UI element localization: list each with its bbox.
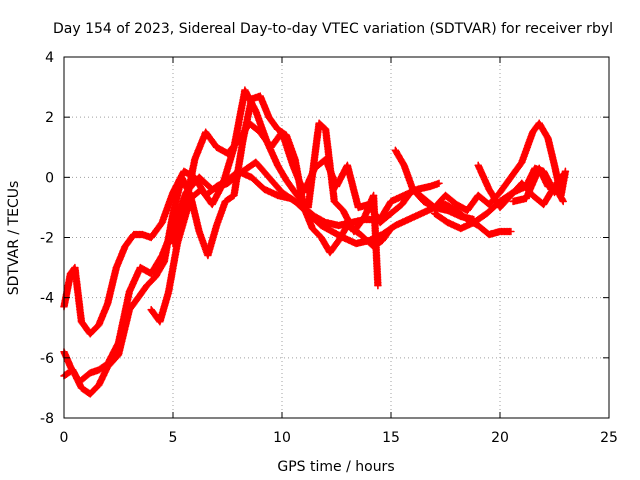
x-tick-label: 0	[60, 430, 69, 446]
series-4	[147, 86, 382, 326]
x-tick-label: 20	[491, 430, 509, 446]
axis-ticks: 0 5 10 15 20 25 -8 -6 -4 -2 0 2 4	[40, 50, 618, 446]
y-tick-label: 2	[45, 110, 54, 126]
x-tick-label: 10	[273, 430, 291, 446]
x-axis-label: GPS time / hours	[277, 459, 394, 475]
series-9	[509, 164, 567, 206]
series-9-markers	[509, 164, 567, 206]
series-1	[60, 167, 443, 338]
series-5	[169, 119, 515, 248]
y-tick-label: -8	[40, 411, 54, 427]
x-tick-label: 25	[600, 430, 618, 446]
x-tick-label: 5	[169, 430, 178, 446]
data-series	[60, 86, 570, 398]
x-tick-label: 15	[382, 430, 400, 446]
y-tick-label: -4	[40, 291, 54, 307]
y-tick-label: -6	[40, 351, 54, 367]
y-tick-label: 0	[45, 170, 54, 186]
y-tick-label: 4	[45, 50, 54, 66]
series-1-markers	[60, 167, 443, 338]
y-axis-label: SDTVAR / TECUs	[6, 181, 22, 296]
chart-title: Day 154 of 2023, Sidereal Day-to-day VTE…	[53, 21, 613, 37]
series-5-markers	[169, 119, 515, 248]
y-tick-label: -2	[40, 231, 54, 247]
series-4-markers	[147, 86, 382, 326]
